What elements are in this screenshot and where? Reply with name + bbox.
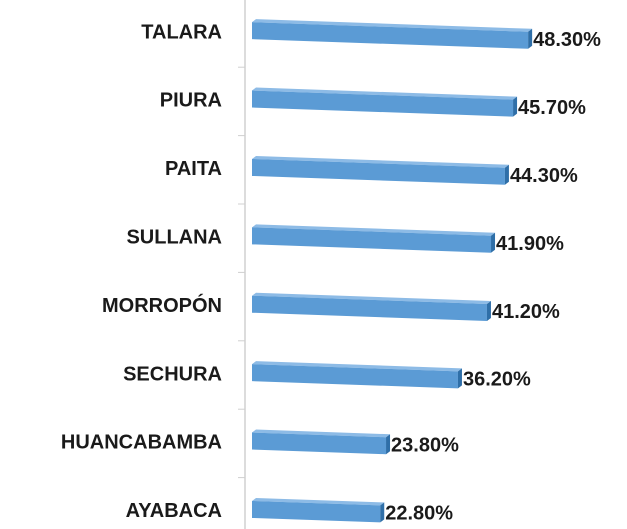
- bar: [252, 500, 381, 523]
- category-label: PAITA: [165, 158, 222, 180]
- bar-side: [504, 164, 509, 185]
- bar: [252, 364, 458, 389]
- value-label: 41.90%: [496, 233, 564, 255]
- bar: [252, 158, 505, 185]
- value-label: 36.20%: [463, 369, 531, 391]
- category-label: PIURA: [160, 90, 222, 112]
- bar: [252, 295, 487, 321]
- bar-side: [491, 232, 496, 253]
- bar-top: [252, 497, 385, 506]
- bar-top: [252, 224, 496, 236]
- value-label: 44.30%: [510, 165, 578, 187]
- bar: [252, 227, 492, 253]
- bar-top: [252, 292, 491, 304]
- bar-side: [513, 96, 518, 117]
- bar-side: [457, 368, 462, 389]
- value-label: 23.80%: [391, 435, 459, 457]
- value-label: 45.70%: [518, 97, 586, 119]
- bar-top: [252, 87, 518, 100]
- value-label: 48.30%: [533, 29, 601, 51]
- category-label: MORROPÓN: [102, 293, 222, 317]
- bar-side: [486, 300, 491, 321]
- value-label: 41.20%: [492, 301, 560, 323]
- bar-side: [380, 502, 385, 523]
- category-label: TALARA: [141, 21, 222, 43]
- category-label: SECHURA: [123, 363, 222, 385]
- bar-top: [252, 155, 509, 168]
- category-label: SULLANA: [126, 226, 222, 248]
- category-label: HUANCABAMBA: [61, 432, 222, 454]
- bar-side: [528, 28, 533, 49]
- bar-side: [386, 434, 391, 455]
- bar: [252, 432, 387, 455]
- bar-top: [252, 361, 462, 372]
- bar: [252, 22, 529, 49]
- category-label: AYABACA: [126, 500, 222, 522]
- bar-top: [252, 19, 533, 32]
- bar-top: [252, 429, 391, 438]
- value-label: 22.80%: [385, 503, 453, 525]
- bar: [252, 90, 514, 117]
